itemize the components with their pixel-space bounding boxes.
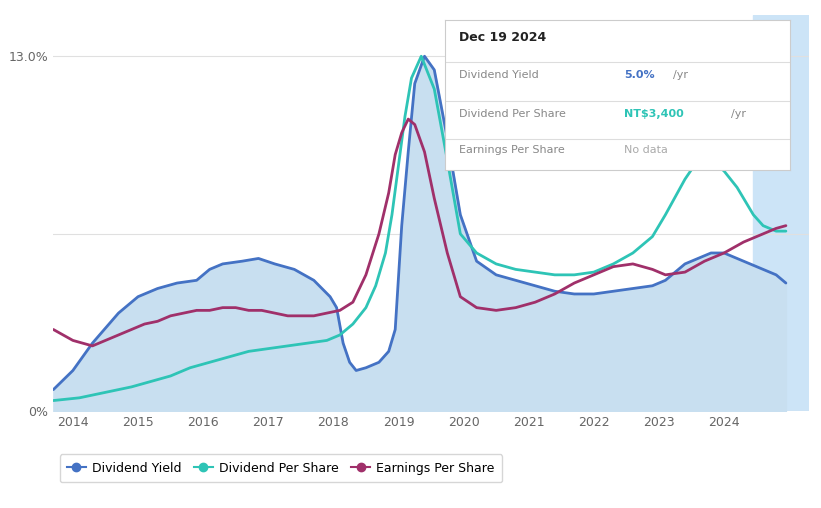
Text: Past: Past — [759, 63, 783, 76]
Text: /yr: /yr — [672, 70, 687, 80]
Text: NT$3,400: NT$3,400 — [624, 109, 684, 119]
Text: Dividend Yield: Dividend Yield — [459, 70, 539, 80]
Text: 5.0%: 5.0% — [624, 70, 655, 80]
Text: /yr: /yr — [732, 109, 746, 119]
Text: No data: No data — [624, 145, 668, 155]
Bar — [754, 15, 809, 411]
Text: Dividend Per Share: Dividend Per Share — [459, 109, 566, 119]
Text: Dec 19 2024: Dec 19 2024 — [459, 31, 546, 44]
Text: Earnings Per Share: Earnings Per Share — [459, 145, 565, 155]
Legend: Dividend Yield, Dividend Per Share, Earnings Per Share: Dividend Yield, Dividend Per Share, Earn… — [60, 455, 502, 483]
